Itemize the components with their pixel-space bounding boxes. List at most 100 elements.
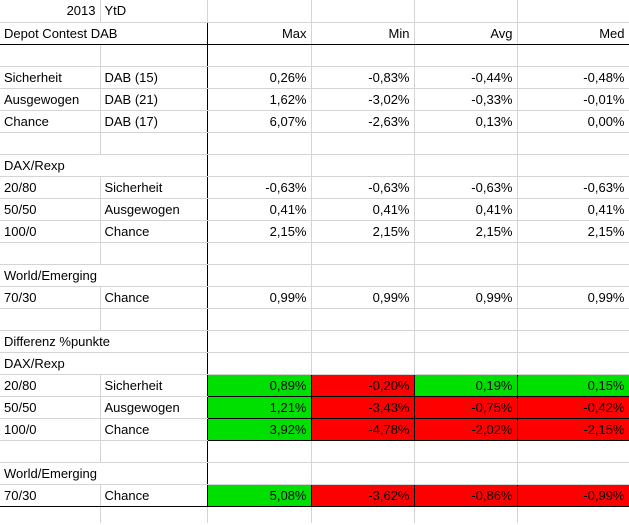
med-cell[interactable]: 0,15% (516, 373, 629, 397)
cell[interactable] (311, 0, 415, 23)
cell[interactable] (414, 330, 518, 353)
year-cell[interactable]: 2013 (0, 0, 101, 23)
max-cell[interactable]: 0,26% (207, 66, 312, 89)
cell[interactable] (207, 44, 312, 67)
med-cell[interactable]: -0,42% (516, 395, 629, 419)
column-header-max[interactable]: Max (207, 21, 312, 45)
cell[interactable] (0, 132, 101, 155)
cell[interactable] (100, 308, 208, 331)
section-heading-world-emerging[interactable]: World/Emerging (0, 264, 208, 287)
depot-cell[interactable]: Chance (100, 220, 208, 243)
max-cell[interactable]: 0,41% (207, 198, 312, 221)
cell[interactable] (311, 352, 415, 375)
max-cell[interactable]: 1,21% (206, 395, 312, 419)
depot-cell[interactable]: Sicherheit (100, 374, 208, 397)
label-cell[interactable]: 70/30 (0, 484, 101, 507)
cell[interactable] (311, 330, 415, 353)
max-cell[interactable]: 5,08% (206, 483, 312, 507)
period-cell[interactable]: YtD (100, 0, 208, 23)
cell[interactable] (311, 440, 415, 463)
cell[interactable] (311, 462, 415, 485)
med-cell[interactable]: 0,00% (517, 110, 629, 133)
label-cell[interactable]: 50/50 (0, 198, 101, 221)
med-cell[interactable]: -0,63% (517, 176, 629, 199)
min-cell[interactable]: -4,78% (310, 417, 415, 441)
avg-cell[interactable]: 0,19% (413, 373, 518, 397)
min-cell[interactable]: -0,20% (310, 373, 415, 397)
column-header-med[interactable]: Med (517, 21, 629, 45)
depot-cell[interactable]: Chance (100, 418, 208, 441)
cell[interactable] (414, 154, 518, 177)
cell[interactable] (414, 352, 518, 375)
med-cell[interactable]: 0,99% (517, 286, 629, 309)
med-cell[interactable]: -0,99% (516, 483, 629, 507)
depot-cell[interactable]: Chance (100, 484, 208, 507)
min-cell[interactable]: 2,15% (311, 220, 415, 243)
cell[interactable] (207, 330, 312, 353)
label-cell[interactable]: Sicherheit (0, 66, 101, 89)
cell[interactable] (517, 352, 629, 375)
max-cell[interactable]: 0,89% (206, 373, 312, 397)
cell[interactable] (517, 308, 629, 331)
min-cell[interactable]: -3,62% (310, 483, 415, 507)
label-cell[interactable]: 20/80 (0, 374, 101, 397)
cell[interactable] (207, 308, 312, 331)
depot-cell[interactable]: DAB (21) (100, 88, 208, 111)
cell[interactable] (207, 506, 312, 523)
med-cell[interactable]: 0,41% (517, 198, 629, 221)
column-header-min[interactable]: Min (311, 21, 415, 45)
min-cell[interactable]: -3,43% (310, 395, 415, 419)
depot-cell[interactable]: Sicherheit (100, 176, 208, 199)
cell[interactable] (414, 44, 518, 67)
table-name-cell[interactable]: Depot Contest DAB (0, 21, 208, 45)
cell[interactable] (207, 154, 312, 177)
cell[interactable] (517, 462, 629, 485)
cell[interactable] (100, 132, 208, 155)
avg-cell[interactable]: 2,15% (414, 220, 518, 243)
max-cell[interactable]: 0,99% (207, 286, 312, 309)
cell[interactable] (414, 462, 518, 485)
section-heading-dax-rexp[interactable]: DAX/Rexp (0, 154, 208, 177)
avg-cell[interactable]: -0,33% (414, 88, 518, 111)
cell[interactable] (311, 308, 415, 331)
avg-cell[interactable]: -0,86% (413, 483, 518, 507)
min-cell[interactable]: -0,83% (311, 66, 415, 89)
cell[interactable] (207, 132, 312, 155)
cell[interactable] (100, 506, 208, 523)
label-cell[interactable]: 50/50 (0, 396, 101, 419)
depot-cell[interactable]: DAB (17) (100, 110, 208, 133)
avg-cell[interactable]: -2,02% (413, 417, 518, 441)
cell[interactable] (0, 44, 101, 67)
avg-cell[interactable]: -0,75% (413, 395, 518, 419)
cell[interactable] (414, 264, 518, 287)
cell[interactable] (517, 0, 629, 23)
label-cell[interactable]: 20/80 (0, 176, 101, 199)
cell[interactable] (100, 440, 208, 463)
cell[interactable] (517, 264, 629, 287)
avg-cell[interactable]: -0,63% (414, 176, 518, 199)
max-cell[interactable]: 3,92% (206, 417, 312, 441)
cell[interactable] (0, 308, 101, 331)
cell[interactable] (100, 44, 208, 67)
cell[interactable] (517, 506, 629, 523)
max-cell[interactable]: 2,15% (207, 220, 312, 243)
depot-cell[interactable]: Chance (100, 286, 208, 309)
section-heading-differenz[interactable]: Differenz %punkte (0, 330, 208, 353)
cell[interactable] (517, 440, 629, 463)
depot-cell[interactable]: Ausgewogen (100, 396, 208, 419)
cell[interactable] (311, 132, 415, 155)
med-cell[interactable]: -2,15% (516, 417, 629, 441)
cell[interactable] (0, 242, 101, 265)
label-cell[interactable]: 70/30 (0, 286, 101, 309)
max-cell[interactable]: 6,07% (207, 110, 312, 133)
min-cell[interactable]: -2,63% (311, 110, 415, 133)
cell[interactable] (207, 440, 312, 463)
min-cell[interactable]: -0,63% (311, 176, 415, 199)
min-cell[interactable]: 0,99% (311, 286, 415, 309)
cell[interactable] (311, 506, 415, 523)
label-cell[interactable]: Chance (0, 110, 101, 133)
cell[interactable] (311, 264, 415, 287)
cell[interactable] (0, 506, 101, 523)
cell[interactable] (207, 242, 312, 265)
avg-cell[interactable]: -0,44% (414, 66, 518, 89)
